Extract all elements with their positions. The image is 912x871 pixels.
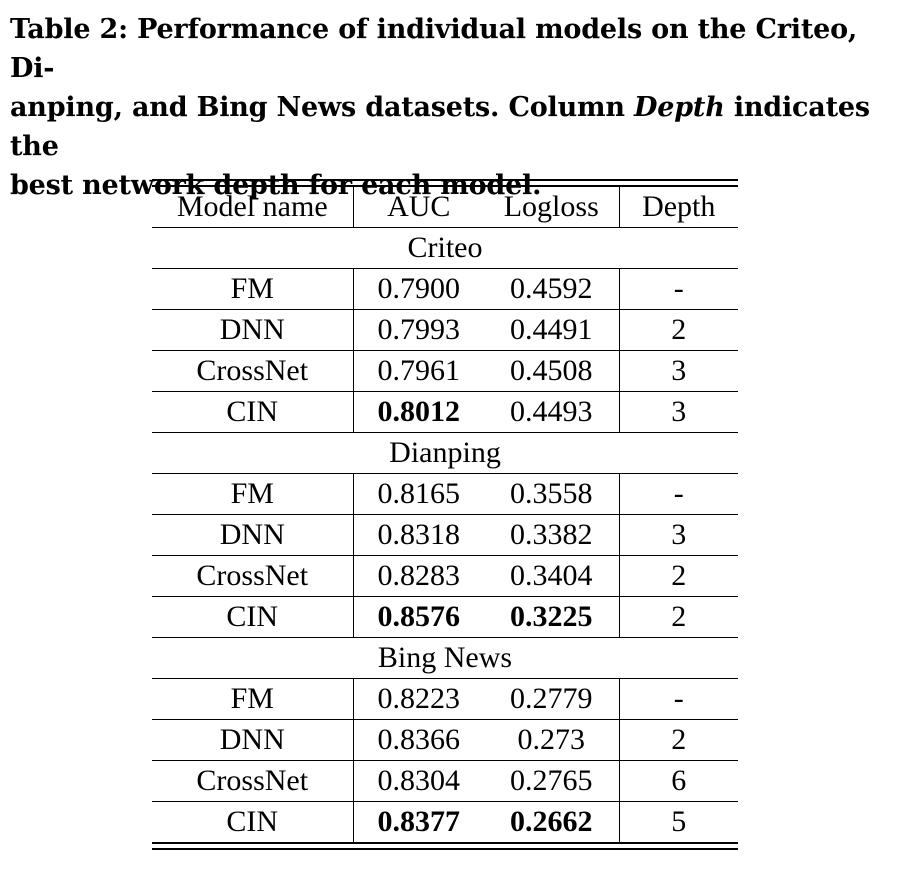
cell-depth: 2	[619, 555, 738, 597]
table-row: CIN 0.8012 0.4493 3	[152, 391, 738, 433]
header-row: Model name AUC Logloss Depth	[152, 187, 738, 228]
cell-depth: 3	[619, 391, 738, 433]
cell-logloss: 0.2765	[484, 760, 620, 802]
cell-logloss-best: 0.2662	[484, 801, 620, 842]
cell-depth: 2	[619, 309, 738, 351]
header-auc: AUC	[353, 187, 484, 228]
cell-logloss: 0.4508	[484, 350, 620, 392]
group-label: Bing News	[152, 637, 738, 679]
cell-auc: 0.8283	[353, 555, 484, 597]
cell-depth: 6	[619, 760, 738, 802]
group-row-criteo: Criteo	[152, 227, 738, 269]
cell-depth: -	[619, 473, 738, 515]
table-row: FM 0.7900 0.4592 -	[152, 268, 738, 310]
table-row: DNN 0.7993 0.4491 2	[152, 309, 738, 351]
table-row: DNN 0.8318 0.3382 3	[152, 514, 738, 556]
cell-model: DNN	[152, 309, 354, 351]
cell-auc-best: 0.8576	[353, 596, 484, 638]
cell-logloss-best: 0.3225	[484, 596, 620, 638]
cell-depth: -	[619, 678, 738, 720]
caption-depth-word: Depth	[634, 92, 725, 123]
results-table-container: Model name AUC Logloss Depth Criteo FM 0…	[152, 179, 738, 850]
cell-model: CIN	[152, 801, 354, 842]
cell-auc-best: 0.8012	[353, 391, 484, 433]
table-row: DNN 0.8366 0.273 2	[152, 719, 738, 761]
cell-logloss: 0.4491	[484, 309, 620, 351]
cell-logloss: 0.2779	[484, 678, 620, 720]
results-table: Model name AUC Logloss Depth Criteo FM 0…	[152, 187, 738, 842]
cell-model: FM	[152, 473, 354, 515]
cell-auc: 0.8366	[353, 719, 484, 761]
caption-line-2a: anping, and Bing News datasets. Column	[10, 92, 635, 123]
cell-auc: 0.7993	[353, 309, 484, 351]
table-row: CIN 0.8576 0.3225 2	[152, 596, 738, 638]
cell-auc: 0.8318	[353, 514, 484, 556]
cell-auc-best: 0.8377	[377, 805, 461, 838]
cell-logloss: 0.4592	[484, 268, 620, 310]
cell-auc: 0.7961	[353, 350, 484, 392]
table-row: CrossNet 0.7961 0.4508 3	[152, 350, 738, 392]
group-label: Dianping	[152, 432, 738, 474]
cell-model: CIN	[152, 391, 354, 433]
table-row: FM 0.8165 0.3558 -	[152, 473, 738, 515]
table-row: FM 0.8223 0.2779 -	[152, 678, 738, 720]
cell-model: FM	[152, 678, 354, 720]
caption-line-2c: indicates the	[10, 92, 870, 162]
cell-logloss: 0.3382	[484, 514, 620, 556]
cell-auc: 0.8223	[353, 678, 484, 720]
cell-model: FM	[152, 268, 354, 310]
header-logloss: Logloss	[484, 187, 620, 228]
cell-depth: -	[619, 268, 738, 310]
group-row-bing-news: Bing News	[152, 637, 738, 679]
table-row: CrossNet 0.8283 0.3404 2	[152, 555, 738, 597]
table-caption: Table 2: Performance of individual model…	[10, 10, 900, 205]
cell-depth: 3	[619, 350, 738, 392]
cell-depth: 2	[619, 596, 738, 638]
caption-line-1: Table 2: Performance of individual model…	[10, 14, 858, 84]
cell-auc: 0.7900	[353, 268, 484, 310]
cell-model: CrossNet	[152, 350, 354, 392]
cell-logloss: 0.273	[484, 719, 620, 761]
cell-logloss: 0.4493	[484, 391, 620, 433]
cell-model: CrossNet	[152, 760, 354, 802]
cell-depth: 5	[671, 805, 687, 838]
cell-logloss: 0.3558	[484, 473, 620, 515]
table-row: CrossNet 0.8304 0.2765 6	[152, 760, 738, 802]
header-model-name: Model name	[152, 187, 354, 228]
cell-auc: 0.8165	[353, 473, 484, 515]
header-depth: Depth	[619, 187, 738, 228]
cell-depth: 3	[619, 514, 738, 556]
top-double-rule	[152, 179, 738, 187]
group-row-dianping: Dianping	[152, 432, 738, 474]
table-row: CIN 0.8377 0.2662 5	[152, 801, 738, 842]
group-label: Criteo	[152, 227, 738, 269]
cell-auc: 0.8304	[353, 760, 484, 802]
cell-model: CIN	[152, 596, 354, 638]
cell-model: CrossNet	[152, 555, 354, 597]
cell-logloss: 0.3404	[484, 555, 620, 597]
cell-model: DNN	[152, 514, 354, 556]
bottom-double-rule	[152, 842, 738, 850]
cell-depth: 2	[619, 719, 738, 761]
cell-model: DNN	[152, 719, 354, 761]
